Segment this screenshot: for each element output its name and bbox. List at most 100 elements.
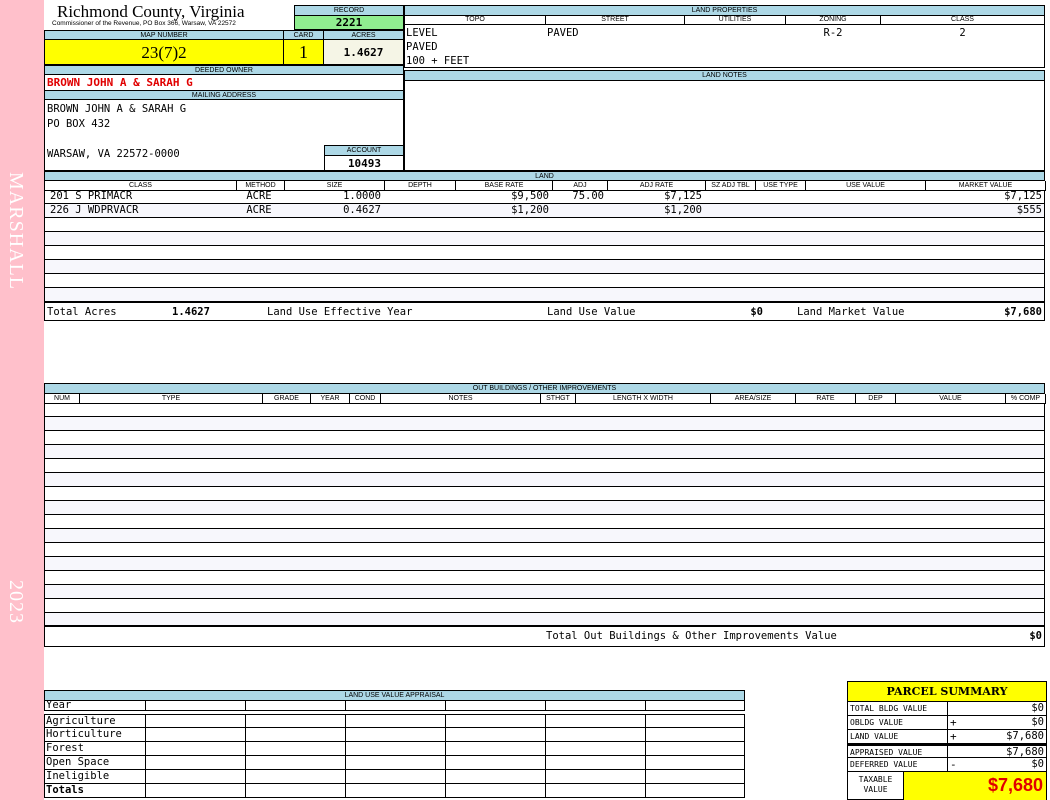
summary-value: $0 (948, 758, 1046, 772)
land-use-row-label: Forest (46, 742, 84, 754)
land-use-cell (245, 756, 345, 769)
land-use-cell (545, 728, 645, 741)
land-use-cell (345, 728, 445, 741)
owner-tag: MARSHALL (5, 172, 27, 291)
land-cell: $9,500 (511, 190, 549, 202)
land-use-row: Horticulture (44, 728, 745, 742)
summary-value: $0 (948, 716, 1046, 730)
land-use-cell (345, 742, 445, 755)
outbuildings-row-empty (44, 501, 1045, 515)
page-title: Richmond County, Virginia (57, 2, 245, 21)
land-use-row: Year (44, 700, 745, 711)
parcel-summary-title: PARCEL SUMMARY (848, 682, 1046, 702)
land-use-cell (245, 728, 345, 741)
outbuildings-label: OUT BUILDINGS / OTHER IMPROVEMENTS (44, 383, 1045, 394)
land-use-cell (245, 770, 345, 783)
map-number: 23(7)2 (44, 39, 284, 65)
land-use-cell (545, 770, 645, 783)
deeded-owner-name: BROWN JOHN A & SARAH G (44, 74, 404, 91)
land-use-cell (145, 700, 245, 710)
land-use-row: Agriculture (44, 714, 745, 728)
land-row: 226 J WDPRVACR ACRE 0.4627 $1,200 $1,200 $555 (44, 204, 1045, 218)
land-use-cell (645, 728, 745, 741)
land-market-value: $7,680 (1004, 306, 1042, 318)
land-use-cell (345, 756, 445, 769)
total-acres-value: 1.4627 (172, 306, 210, 318)
land-use-row-label: Ineligible (46, 770, 110, 782)
topo-3: 100 + FEET (406, 55, 470, 67)
land-use-cell (145, 756, 245, 769)
col-class: CLASS (880, 15, 1045, 25)
land-label: LAND (44, 171, 1045, 181)
land-use-cell (545, 756, 645, 769)
land-use-value-label: Land Use Value (547, 306, 636, 318)
land-market-value-label: Land Market Value (797, 306, 905, 318)
outbuildings-col-header: % COMP (1005, 394, 1046, 404)
outbuildings-row-empty (44, 529, 1045, 543)
summary-label: OBLDG VALUE (848, 716, 948, 730)
total-acres-label: Total Acres (47, 306, 117, 318)
outbuildings-row-empty (44, 417, 1045, 431)
land-use-cell (245, 742, 345, 755)
land-col-header: MARKET VALUE (925, 181, 1046, 191)
summary-label: LAND VALUE (848, 730, 948, 744)
topo-2: PAVED (406, 41, 438, 53)
outbuildings-row-empty (44, 585, 1045, 599)
summary-label: DEFERRED VALUE (848, 758, 948, 772)
land-use-cell (145, 715, 245, 727)
land-use-cell (445, 784, 545, 797)
sidebar: MARSHALL 2023 (0, 0, 44, 800)
taxable-value: $7,680 (904, 771, 1046, 800)
land-use-cell (645, 756, 745, 769)
land-cell: $1,200 (511, 204, 549, 216)
land-cell: 201 S PRIMACR (50, 190, 133, 202)
land-use-cell (145, 770, 245, 783)
land-use-cell (345, 715, 445, 727)
land-use-cell (545, 784, 645, 797)
land-use-effective-year-label: Land Use Effective Year (267, 306, 413, 318)
mailing-address-box (44, 99, 404, 171)
acres-value: 1.4627 (323, 39, 404, 65)
land-cell: $7,125 (664, 190, 702, 202)
land-use-cell (345, 770, 445, 783)
land-use-cell (445, 728, 545, 741)
land-use-cell (245, 715, 345, 727)
summary-operator: + (950, 730, 957, 743)
land-use-row: Ineligible (44, 770, 745, 784)
land-cell: $7,125 (1004, 190, 1042, 202)
land-cell (806, 190, 926, 203)
summary-value: $0 (948, 702, 1046, 716)
address-line-2: PO BOX 432 (47, 118, 111, 130)
land-use-row-label: Totals (46, 784, 84, 796)
land-use-cell (345, 784, 445, 797)
land-use-cell (145, 728, 245, 741)
land-cell (553, 204, 608, 217)
land-use-row: Open Space (44, 756, 745, 770)
class-value: 2 (959, 27, 966, 39)
land-use-cell (445, 770, 545, 783)
account-number: 10493 (324, 156, 404, 171)
land-use-row-label: Year (46, 699, 72, 711)
land-cell (385, 204, 456, 217)
land-properties-box (404, 15, 1045, 68)
record-number: 2221 (294, 15, 404, 30)
land-use-cell (645, 784, 745, 797)
outbuildings-total-row: Total Out Buildings & Other Improvements… (44, 626, 1045, 647)
land-use-cell (445, 700, 545, 710)
land-use-row: Forest (44, 742, 745, 756)
land-cell (806, 204, 926, 217)
land-use-cell (645, 715, 745, 727)
land-cell: $555 (1016, 204, 1042, 216)
summary-label: TOTAL BLDG VALUE (848, 702, 948, 716)
land-use-value: $0 (750, 306, 763, 318)
land-row-empty (44, 246, 1045, 260)
outbuildings-row-empty (44, 543, 1045, 557)
outbuildings-row-empty (44, 515, 1045, 529)
summary-operator: + (950, 716, 957, 729)
card-number: 1 (283, 39, 324, 65)
outbuildings-row-empty (44, 599, 1045, 613)
land-cell (756, 204, 806, 217)
outbuildings-row-empty (44, 459, 1045, 473)
zoning-value: R-2 (823, 27, 843, 39)
land-row-empty (44, 288, 1045, 302)
